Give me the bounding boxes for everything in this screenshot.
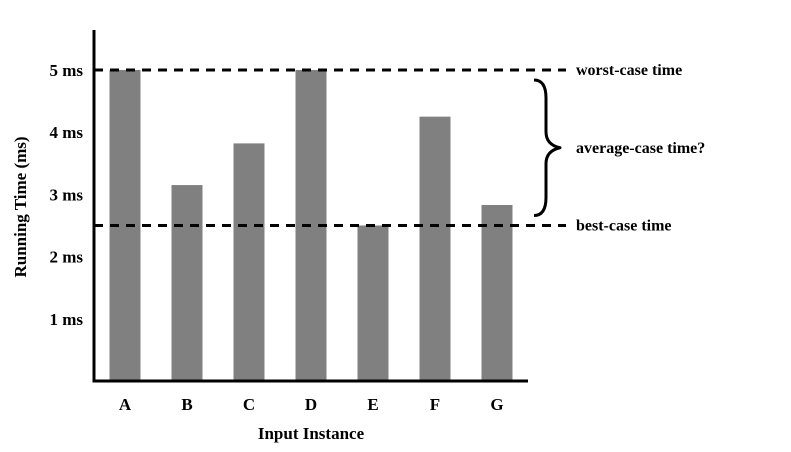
average-case-label: average-case time? <box>576 140 705 157</box>
x-category-labels-group: A B C D E F G <box>119 395 504 414</box>
reference-lines-group: worst-case time best-case time <box>94 62 682 235</box>
x-tick-label-b: B <box>181 395 192 414</box>
average-range-brace <box>533 78 562 217</box>
x-tick-label-e: E <box>367 395 378 414</box>
bar-g <box>481 204 513 381</box>
y-axis-title: Running Time (ms) <box>11 136 30 277</box>
y-tick-label-2: 2 ms <box>49 248 83 267</box>
x-tick-label-d: D <box>305 395 317 414</box>
y-tick-label-4: 4 ms <box>49 123 83 142</box>
y-tick-label-5: 5 ms <box>49 61 83 80</box>
bar-f <box>419 116 451 382</box>
bar-c <box>233 143 265 381</box>
x-tick-label-a: A <box>119 395 132 414</box>
x-tick-label-f: F <box>430 395 440 414</box>
best-case-label: best-case time <box>576 218 672 235</box>
bar-e <box>357 225 389 381</box>
x-tick-label-g: G <box>490 395 503 414</box>
y-tick-label-1: 1 ms <box>49 310 83 329</box>
axes-group <box>92 30 528 383</box>
bar-b <box>171 185 203 381</box>
bars-group <box>109 70 513 382</box>
x-tick-label-c: C <box>243 395 255 414</box>
y-tick-labels-group: 1 ms 2 ms 3 ms 4 ms 5 ms <box>49 61 83 329</box>
x-axis-title: Input Instance <box>258 424 365 443</box>
y-tick-label-3: 3 ms <box>49 185 83 204</box>
worst-case-label: worst-case time <box>576 62 682 79</box>
